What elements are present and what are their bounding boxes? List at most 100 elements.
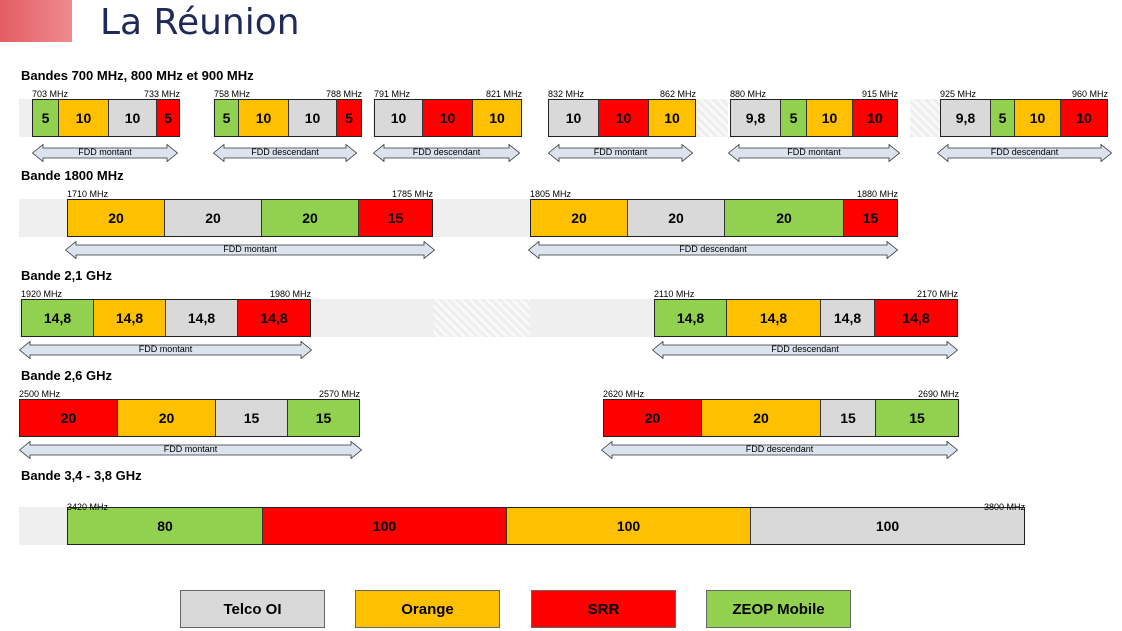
allocation-segment-orange: 14,8 [727, 300, 821, 336]
frequency-end-label: 915 MHz [861, 89, 898, 99]
allocation-segment-zeop: 5 [33, 100, 59, 136]
allocation-segment-srr: 15 [359, 200, 432, 236]
allocation-segment-zeop: 80 [68, 508, 263, 544]
frequency-end-label: 1880 MHz [856, 189, 898, 199]
allocation-segment-orange: 14,8 [94, 300, 166, 336]
frequency-end-label: 1980 MHz [269, 289, 311, 299]
allocation-segment-telco: 10 [109, 100, 157, 136]
double-arrow-icon [373, 144, 520, 162]
allocation-segment-orange: 20 [702, 400, 821, 436]
duplex-direction-arrow: FDD montant [32, 144, 178, 162]
duplex-direction-label: FDD montant [787, 147, 841, 157]
duplex-direction-label: FDD montant [163, 444, 218, 454]
allocation-segment-zeop: 14,8 [655, 300, 727, 336]
legend-item-srr: SRR [531, 590, 676, 628]
allocation-segment-srr: 10 [423, 100, 473, 136]
allocation-segment-srr: 20 [604, 400, 702, 436]
double-arrow-icon [652, 341, 958, 359]
page-title: La Réunion [100, 2, 300, 43]
frequency-block: 9,8 5 10 10 [730, 99, 898, 137]
allocation-segment-telco: 14,8 [166, 300, 238, 336]
allocation-segment-telco: 100 [751, 508, 1024, 544]
double-arrow-icon [548, 144, 693, 162]
duplex-direction-label: FDD descendant [771, 344, 839, 354]
title-accent-bar [0, 0, 72, 42]
section-title: Bande 3,4 - 3,8 GHz [21, 468, 142, 483]
frequency-start-label: 2110 MHz [654, 289, 695, 299]
frequency-end-label: 2570 MHz [318, 389, 360, 399]
allocation-segment-srr: 14,8 [875, 300, 957, 336]
allocation-segment-zeop: 15 [876, 400, 958, 436]
legend-item-telco: Telco OI [180, 590, 325, 628]
allocation-segment-orange: 10 [807, 100, 853, 136]
allocation-segment-zeop: 20 [262, 200, 359, 236]
allocation-segment-orange: 10 [59, 100, 109, 136]
allocation-segment-srr: 10 [1061, 100, 1107, 136]
legend-item-orange: Orange [355, 590, 500, 628]
allocation-segment-srr: 10 [853, 100, 897, 136]
allocation-segment-orange: 20 [68, 200, 165, 236]
frequency-block: 20 20 15 15 [19, 399, 360, 437]
duplex-direction-label: FDD montant [138, 344, 193, 354]
allocation-segment-telco: 10 [375, 100, 423, 136]
allocation-segment-orange: 10 [239, 100, 289, 136]
frequency-start-label: 703 MHz [32, 89, 69, 99]
frequency-start-label: 925 MHz [940, 89, 977, 99]
allocation-segment-telco: 20 [165, 200, 262, 236]
duplex-direction-arrow: FDD montant [19, 341, 312, 359]
double-arrow-icon [937, 144, 1112, 162]
frequency-start-label: 880 MHz [730, 89, 767, 99]
frequency-start-label: 1710 MHz [67, 189, 109, 199]
section-title: Bande 2,6 GHz [21, 368, 113, 383]
frequency-block: 20 20 20 15 [530, 199, 898, 237]
frequency-end-label: 2170 MHz [916, 289, 958, 299]
allocation-segment-telco: 9,8 [941, 100, 991, 136]
allocation-segment-srr: 5 [157, 100, 179, 136]
allocation-segment-orange: 10 [473, 100, 521, 136]
frequency-end-label: 1785 MHz [391, 189, 433, 199]
duplex-direction-arrow: FDD montant [19, 441, 362, 459]
duplex-direction-arrow: FDD descendant [373, 144, 520, 162]
allocation-segment-srr: 10 [599, 100, 649, 136]
allocation-segment-srr: 15 [844, 200, 897, 236]
duplex-direction-label: FDD montant [78, 147, 132, 157]
section-title: Bandes 700 MHz, 800 MHz et 900 MHz [21, 68, 254, 83]
frequency-start-label: 3420 MHz [67, 502, 109, 512]
section-title: Bande 1800 MHz [21, 168, 124, 183]
frequency-end-label: 2690 MHz [917, 389, 959, 399]
frequency-block: 10 10 10 [548, 99, 696, 137]
allocation-segment-telco: 15 [216, 400, 288, 436]
duplex-direction-label: FDD descendant [745, 444, 814, 454]
frequency-start-label: 1805 MHz [530, 189, 572, 199]
frequency-block: 14,8 14,8 14,8 14,8 [21, 299, 311, 337]
duplex-direction-label: FDD descendant [990, 147, 1059, 157]
frequency-block: 9,8 5 10 10 [940, 99, 1108, 137]
allocation-segment-telco: 15 [821, 400, 876, 436]
allocation-segment-srr: 5 [337, 100, 361, 136]
duplex-direction-label: FDD descendant [679, 244, 747, 254]
frequency-block: 10 10 10 [374, 99, 522, 137]
duplex-direction-arrow: FDD montant [548, 144, 693, 162]
duplex-direction-arrow: FDD descendant [652, 341, 958, 359]
allocation-segment-zeop: 14,8 [22, 300, 94, 336]
allocation-segment-zeop: 15 [288, 400, 359, 436]
frequency-block: 80 100 100 100 [67, 507, 1025, 545]
frequency-start-label: 832 MHz [548, 89, 585, 99]
double-arrow-icon [19, 441, 362, 459]
legend-item-zeop: ZEOP Mobile [706, 590, 851, 628]
duplex-direction-label: FDD montant [593, 147, 648, 157]
section-title: Bande 2,1 GHz [21, 268, 113, 283]
duplex-direction-arrow: FDD montant [728, 144, 900, 162]
allocation-segment-orange: 10 [649, 100, 695, 136]
allocation-segment-orange: 20 [531, 200, 628, 236]
frequency-block: 20 20 15 15 [603, 399, 959, 437]
frequency-block: 14,8 14,8 14,8 14,8 [654, 299, 958, 337]
frequency-block: 5 10 10 5 [214, 99, 362, 137]
double-arrow-icon [728, 144, 900, 162]
frequency-block: 5 10 10 5 [32, 99, 180, 137]
double-arrow-icon [213, 144, 357, 162]
duplex-direction-label: FDD descendant [251, 147, 319, 157]
frequency-end-label: 862 MHz [659, 89, 696, 99]
allocation-segment-zeop: 5 [991, 100, 1015, 136]
duplex-direction-label: FDD descendant [412, 147, 481, 157]
